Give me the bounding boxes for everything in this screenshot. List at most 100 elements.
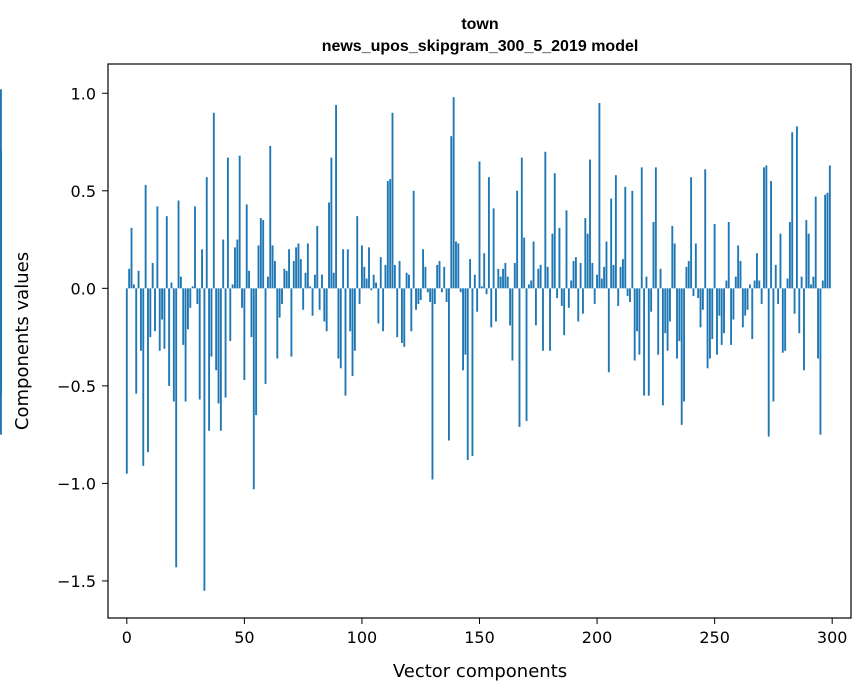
bar-48 xyxy=(238,155,241,289)
bar-89 xyxy=(335,104,338,289)
bar-167 xyxy=(518,288,521,427)
bar-152 xyxy=(483,253,486,289)
bar-70 xyxy=(290,288,293,357)
bar-102 xyxy=(365,278,368,289)
y-axis-label: Components values xyxy=(12,252,33,430)
bar-238 xyxy=(685,266,688,289)
x-axis-label: Vector components xyxy=(393,661,567,682)
bar-159 xyxy=(499,276,502,289)
bar-25 xyxy=(184,288,187,402)
bar-182 xyxy=(553,173,556,289)
bar-138 xyxy=(450,136,453,289)
bar-136 xyxy=(445,288,448,302)
bar-135 xyxy=(443,266,446,289)
bar-87 xyxy=(330,157,333,289)
bar-50 xyxy=(243,288,246,381)
plot-frame xyxy=(107,63,852,619)
bar-286 xyxy=(798,288,801,334)
bar-200 xyxy=(596,274,598,289)
bar-221 xyxy=(645,276,648,289)
bar-257 xyxy=(730,288,733,345)
bar-57 xyxy=(259,218,262,289)
bar-56 xyxy=(257,245,260,289)
bar-2 xyxy=(130,227,133,289)
bar-265 xyxy=(748,284,751,289)
bar-292 xyxy=(812,276,815,289)
bar-91 xyxy=(339,288,342,369)
x-tick-label-200: 200 xyxy=(582,628,613,647)
bar-125 xyxy=(419,288,422,301)
bar-258 xyxy=(732,288,735,320)
bar-58 xyxy=(262,220,265,289)
bar-126 xyxy=(422,249,425,289)
bar-230 xyxy=(666,288,669,351)
bar-88 xyxy=(332,272,335,289)
bar-228 xyxy=(661,288,664,406)
bar-93 xyxy=(344,288,347,396)
bar-98 xyxy=(356,216,359,289)
bar-249 xyxy=(711,288,714,340)
bar-157 xyxy=(495,288,497,322)
bar-21 xyxy=(175,288,178,568)
bar-69 xyxy=(288,249,290,289)
bar-101 xyxy=(363,266,366,289)
bar-209 xyxy=(617,288,620,306)
bar-84 xyxy=(323,288,326,322)
bar-97 xyxy=(353,288,356,351)
bar-66 xyxy=(281,288,283,304)
bar-112 xyxy=(389,179,392,289)
bar-270 xyxy=(760,288,763,304)
bar-36 xyxy=(210,288,213,357)
bar-116 xyxy=(398,261,401,289)
bar-289 xyxy=(805,220,808,289)
bar-194 xyxy=(582,288,584,314)
bar-253 xyxy=(720,288,723,345)
bar-32 xyxy=(201,249,203,289)
bar-161 xyxy=(504,262,507,289)
bar-3 xyxy=(132,284,135,289)
bar-198 xyxy=(591,262,594,289)
bar-59 xyxy=(264,288,267,384)
bar-60 xyxy=(266,276,269,289)
bar-226 xyxy=(657,288,660,355)
bar-67 xyxy=(283,268,286,289)
bar-271 xyxy=(763,167,765,289)
bar-115 xyxy=(396,288,399,338)
bar-0 xyxy=(125,288,128,474)
bar-122 xyxy=(412,190,415,289)
bar-285 xyxy=(795,126,798,289)
bar-171 xyxy=(527,284,530,289)
y-tick-label-5: 1.0 xyxy=(71,84,96,103)
bar-105 xyxy=(372,274,375,289)
bar-210 xyxy=(619,266,622,289)
bar-227 xyxy=(659,268,662,289)
chart-title: town xyxy=(461,16,498,33)
bar-111 xyxy=(386,181,389,289)
bar-297 xyxy=(824,194,827,289)
bar-143 xyxy=(462,288,464,371)
bar-23 xyxy=(179,276,182,289)
bar-229 xyxy=(664,288,667,334)
bar-203 xyxy=(603,266,606,289)
bar-113 xyxy=(391,112,394,289)
bar-288 xyxy=(803,288,805,371)
bar-180 xyxy=(549,288,551,351)
bar-237 xyxy=(683,288,685,402)
bar-118 xyxy=(403,288,406,347)
bar-140 xyxy=(455,241,457,289)
bar-254 xyxy=(723,288,725,334)
bar-42 xyxy=(224,288,227,398)
bar-142 xyxy=(459,288,462,293)
bar-262 xyxy=(741,288,744,328)
bar-223 xyxy=(650,288,653,312)
bar-185 xyxy=(560,288,563,306)
bar-293 xyxy=(814,196,817,289)
bar-114 xyxy=(393,264,396,289)
bar-110 xyxy=(384,264,387,289)
bar-174 xyxy=(534,288,537,326)
bar-294 xyxy=(817,288,820,359)
bar-92 xyxy=(342,249,345,289)
x-tick-label-150: 150 xyxy=(464,628,495,647)
bar-179 xyxy=(546,266,549,289)
bar-77 xyxy=(306,243,309,289)
